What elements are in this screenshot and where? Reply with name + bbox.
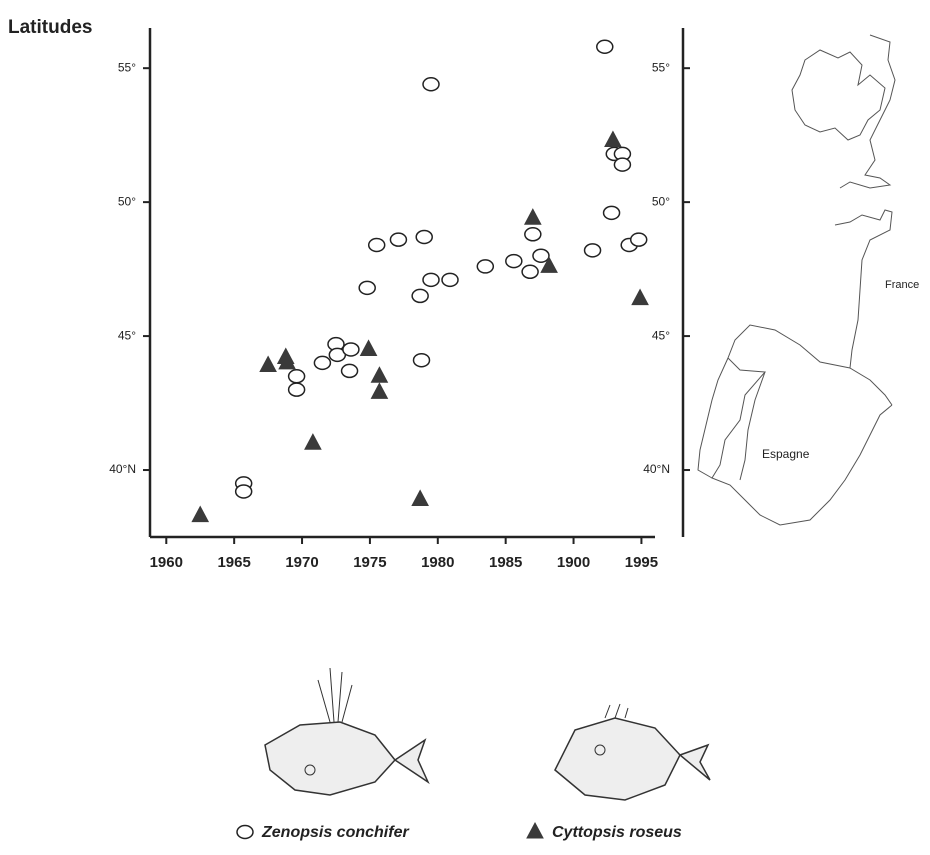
x-tick-label: 1900 <box>557 554 590 571</box>
point <box>287 369 306 384</box>
y-tick-label: 40°N <box>109 462 136 476</box>
y2-tick-label: 40°N <box>643 462 670 476</box>
point <box>505 253 523 269</box>
point <box>191 505 210 523</box>
point <box>313 355 332 371</box>
iberia-coast <box>711 324 893 526</box>
map-label: France <box>885 279 919 291</box>
point <box>422 272 440 288</box>
point <box>441 272 459 288</box>
point <box>234 484 253 499</box>
point <box>370 382 389 399</box>
ireland <box>791 49 886 141</box>
point <box>596 39 614 55</box>
y-axis-title: Latitudes <box>8 17 92 38</box>
legend-label: Cyttopsis roseus <box>552 824 682 841</box>
x-tick-label: 1970 <box>285 554 318 571</box>
france-coast <box>834 209 893 406</box>
map: France Espagne <box>697 34 919 526</box>
x-tick-label: 1985 <box>489 554 522 571</box>
y2-tick-label: 55° <box>652 60 670 74</box>
point <box>583 243 602 258</box>
y2-tick-label: 50° <box>652 194 670 208</box>
point <box>287 382 306 397</box>
point <box>412 352 431 368</box>
point <box>532 248 550 263</box>
point <box>523 208 542 225</box>
point <box>613 157 632 172</box>
legend-label: Zenopsis conchifer <box>261 824 409 841</box>
legend-marker <box>236 824 254 840</box>
point <box>629 232 648 247</box>
point <box>367 237 386 253</box>
point <box>259 355 277 373</box>
point <box>370 366 389 383</box>
point <box>411 489 429 506</box>
portugal-border <box>739 371 766 481</box>
point <box>602 205 621 221</box>
point <box>422 77 440 92</box>
y-tick-label: 55° <box>118 60 136 74</box>
portugal-coast <box>697 357 729 479</box>
x-tick-label: 1980 <box>421 554 454 571</box>
point <box>304 433 322 450</box>
map-label: Espagne <box>762 447 810 461</box>
point <box>524 227 542 242</box>
point <box>540 256 558 273</box>
x-tick-label: 1975 <box>353 554 386 571</box>
britain <box>839 34 896 189</box>
y-tick-label: 45° <box>118 328 136 342</box>
x-tick-label: 1960 <box>150 554 183 571</box>
point <box>631 288 649 306</box>
x-tick-label: 1995 <box>625 554 658 571</box>
point <box>415 229 433 245</box>
point <box>389 232 408 247</box>
point <box>476 259 495 274</box>
y-tick-label: 50° <box>118 194 136 208</box>
fish-zenopsis <box>264 667 430 796</box>
fish-cyttopsis <box>554 703 711 801</box>
point <box>411 288 429 304</box>
point <box>342 342 360 357</box>
point <box>359 339 378 356</box>
x-tick-label: 1965 <box>217 554 250 571</box>
point <box>340 363 359 379</box>
y2-tick-label: 45° <box>652 328 670 342</box>
point <box>521 264 539 280</box>
point <box>604 130 622 148</box>
legend-marker <box>526 821 544 839</box>
point <box>358 280 376 296</box>
point <box>278 352 296 370</box>
